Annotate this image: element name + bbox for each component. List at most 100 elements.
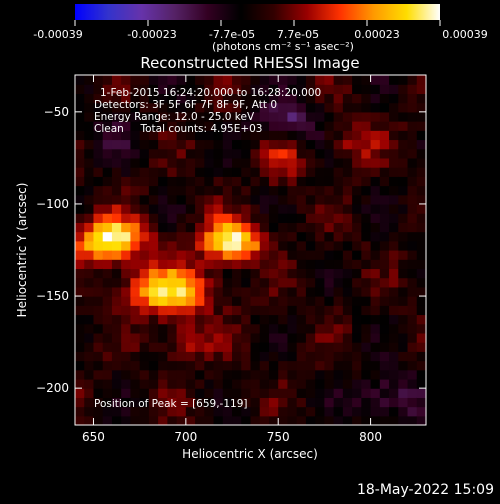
- heatmap-cell: [93, 222, 104, 233]
- heatmap-cell: [195, 397, 205, 408]
- heatmap-cell: [416, 102, 426, 113]
- heatmap-cell: [333, 286, 344, 297]
- heatmap-cell: [222, 332, 233, 343]
- heatmap-cell: [139, 268, 150, 279]
- heatmap-cell: [204, 314, 215, 325]
- heatmap-cell: [241, 203, 252, 214]
- heatmap-cell: [352, 369, 362, 380]
- heatmap-cell: [379, 332, 390, 343]
- heatmap-cell: [84, 84, 95, 95]
- heatmap-cell: [93, 176, 104, 187]
- heatmap-cell: [342, 268, 353, 279]
- heatmap-cell: [333, 213, 344, 223]
- heatmap-cell: [370, 102, 381, 113]
- heatmap-cell: [305, 305, 316, 316]
- heatmap-cell: [305, 148, 316, 159]
- heatmap-cell: [259, 351, 270, 362]
- heatmap-cell: [102, 378, 113, 389]
- heatmap-cell: [389, 323, 399, 334]
- heatmap-cell: [324, 121, 335, 131]
- heatmap-cell: [416, 194, 426, 205]
- heatmap-cell: [195, 176, 205, 187]
- heatmap-cell: [370, 231, 381, 242]
- heatmap-cell: [167, 222, 178, 233]
- heatmap-cell: [139, 121, 150, 131]
- heatmap-cell: [389, 75, 399, 85]
- heatmap-cell: [259, 139, 270, 150]
- heatmap-cell: [287, 268, 298, 279]
- heatmap-cell: [333, 240, 344, 251]
- heatmap-cell: [361, 148, 372, 159]
- heatmap-cell: [324, 185, 335, 196]
- heatmap-cell: [389, 250, 399, 260]
- heatmap-cell: [121, 185, 132, 196]
- heatmap-cell: [185, 250, 196, 260]
- heatmap-cell: [342, 351, 353, 362]
- heatmap-cell: [204, 369, 215, 380]
- heatmap-cell: [84, 259, 95, 270]
- heatmap-cell: [185, 157, 196, 168]
- heatmap-cell: [213, 130, 224, 141]
- heatmap-cell: [370, 139, 381, 150]
- heatmap-cell: [130, 240, 141, 251]
- heatmap-cell: [84, 130, 95, 141]
- heatmap-cell: [93, 84, 104, 95]
- heatmap-cell: [102, 213, 113, 223]
- heatmap-cell: [93, 397, 104, 408]
- heatmap-cell: [185, 231, 196, 242]
- heatmap-cell: [232, 213, 242, 223]
- heatmap-cell: [148, 121, 159, 131]
- heatmap-cell: [241, 250, 252, 260]
- heatmap-cell: [222, 277, 233, 288]
- heatmap-cell: [213, 102, 224, 113]
- heatmap-cell: [102, 121, 113, 131]
- y-axis-label: Heliocentric Y (arcsec): [15, 183, 29, 318]
- heatmap-cell: [268, 277, 279, 288]
- heatmap-cell: [342, 167, 353, 177]
- heatmap-cell: [287, 148, 298, 159]
- heatmap-cell: [324, 176, 335, 187]
- heatmap-cell: [176, 130, 187, 141]
- heatmap-cell: [342, 369, 353, 380]
- heatmap-cell: [130, 176, 141, 187]
- heatmap-cell: [195, 102, 205, 113]
- heatmap-cell: [259, 406, 270, 417]
- heatmap-cell: [361, 369, 372, 380]
- heatmap-cell: [167, 148, 178, 159]
- heatmap-cell: [167, 102, 178, 113]
- heatmap-cell: [333, 323, 344, 334]
- heatmap-cell: [268, 130, 279, 141]
- heatmap-cell: [111, 102, 122, 113]
- heatmap-cell: [222, 194, 233, 205]
- heatmap-cell: [407, 157, 418, 168]
- heatmap-cell: [232, 121, 242, 131]
- heatmap-cell: [407, 231, 418, 242]
- heatmap-cell: [250, 314, 261, 325]
- heatmap-cell: [167, 111, 178, 122]
- heatmap-cell: [176, 176, 187, 187]
- heatmap-cell: [296, 102, 307, 113]
- heatmap-cell: [370, 240, 381, 251]
- heatmap-cell: [176, 286, 187, 297]
- heatmap-cell: [407, 176, 418, 187]
- heatmap-cell: [195, 286, 205, 297]
- heatmap-cell: [370, 84, 381, 95]
- heatmap-cell: [287, 75, 298, 85]
- heatmap-cell: [213, 378, 224, 389]
- heatmap-cell: [407, 259, 418, 270]
- heatmap-cell: [75, 157, 85, 168]
- heatmap-cell: [398, 102, 409, 113]
- heatmap-cell: [287, 240, 298, 251]
- heatmap-cell: [287, 360, 298, 371]
- heatmap-cell: [93, 139, 104, 150]
- heatmap-cell: [241, 194, 252, 205]
- heatmap-cell: [93, 378, 104, 389]
- heatmap-cell: [167, 314, 178, 325]
- heatmap-cell: [416, 139, 426, 150]
- heatmap-cell: [416, 240, 426, 251]
- heatmap-cell: [333, 388, 344, 398]
- heatmap-cell: [185, 415, 196, 425]
- heatmap-cell: [121, 332, 132, 343]
- heatmap-cell: [250, 121, 261, 131]
- heatmap-cell: [416, 130, 426, 141]
